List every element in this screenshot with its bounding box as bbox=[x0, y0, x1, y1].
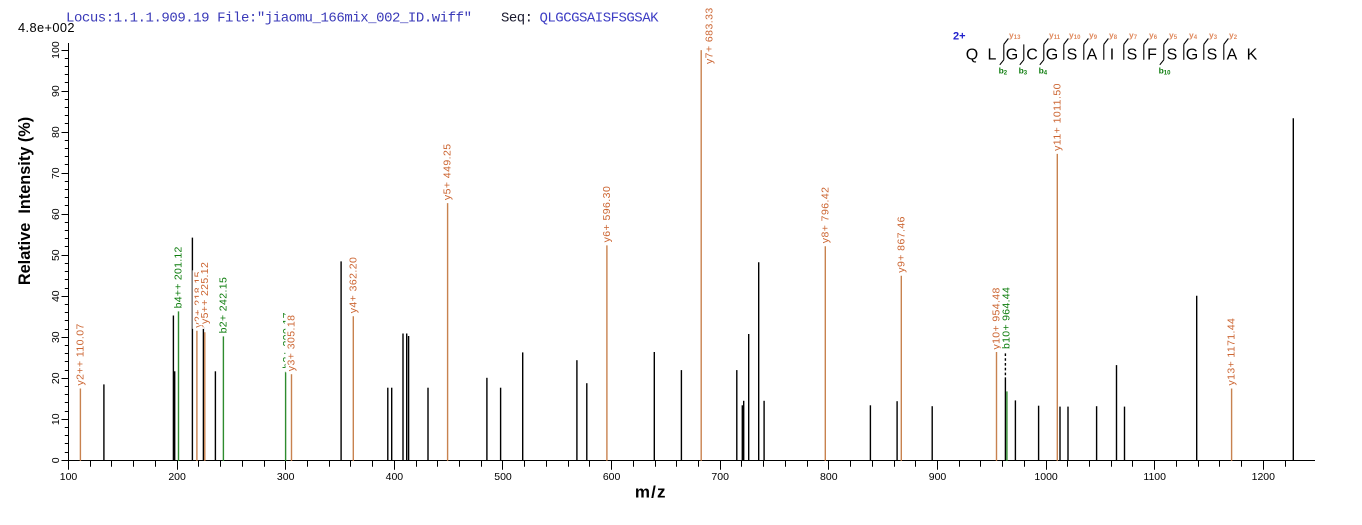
svg-text:A: A bbox=[1227, 47, 1238, 64]
svg-text:y9: y9 bbox=[1089, 30, 1098, 41]
svg-text:y11: y11 bbox=[1049, 30, 1061, 41]
svg-text:y6: y6 bbox=[1149, 30, 1158, 41]
svg-text:y5+ 449.25: y5+ 449.25 bbox=[442, 144, 454, 200]
svg-text:60: 60 bbox=[50, 208, 62, 220]
svg-text:4.8e+002: 4.8e+002 bbox=[18, 20, 75, 35]
svg-text:y11+ 1011.50: y11+ 1011.50 bbox=[1051, 83, 1063, 151]
svg-text:G: G bbox=[1046, 47, 1058, 64]
svg-text:40: 40 bbox=[50, 290, 62, 302]
svg-text:y9+ 867.46: y9+ 867.46 bbox=[895, 216, 907, 272]
svg-text:S: S bbox=[1207, 47, 1218, 64]
svg-text:100: 100 bbox=[60, 471, 78, 483]
svg-text:C: C bbox=[1026, 47, 1038, 64]
svg-text:G: G bbox=[1006, 47, 1018, 64]
svg-text:70: 70 bbox=[50, 167, 62, 179]
svg-text:b10: b10 bbox=[1159, 65, 1172, 76]
svg-text:K: K bbox=[1247, 47, 1258, 64]
svg-text:b3: b3 bbox=[1019, 65, 1028, 76]
svg-text:900: 900 bbox=[929, 471, 947, 483]
svg-text:0: 0 bbox=[50, 457, 62, 463]
svg-text:500: 500 bbox=[494, 471, 512, 483]
svg-text:Seq:: Seq: bbox=[501, 11, 533, 27]
svg-text:y3: y3 bbox=[1209, 30, 1218, 41]
svg-text:y8: y8 bbox=[1109, 30, 1118, 41]
svg-text:b4: b4 bbox=[1039, 65, 1048, 76]
svg-text:2+: 2+ bbox=[953, 31, 966, 43]
svg-text:700: 700 bbox=[711, 471, 729, 483]
svg-text:y13+ 1171.44: y13+ 1171.44 bbox=[1226, 318, 1238, 386]
svg-text:20: 20 bbox=[50, 372, 62, 384]
svg-text:600: 600 bbox=[603, 471, 621, 483]
svg-text:y3+ 305.18: y3+ 305.18 bbox=[286, 315, 298, 371]
svg-text:b2+ 242.15: b2+ 242.15 bbox=[217, 277, 229, 333]
svg-text:S: S bbox=[1167, 47, 1178, 64]
svg-text:QLGCGSAISFSGSAK: QLGCGSAISFSGSAK bbox=[540, 11, 660, 27]
svg-text:F: F bbox=[1147, 47, 1157, 64]
svg-text:y5: y5 bbox=[1169, 30, 1178, 41]
svg-text:S: S bbox=[1127, 47, 1138, 64]
svg-text:b4++ 201.12: b4++ 201.12 bbox=[173, 246, 185, 308]
svg-text:A: A bbox=[1087, 47, 1098, 64]
svg-text:800: 800 bbox=[820, 471, 838, 483]
svg-text:b2: b2 bbox=[999, 65, 1008, 76]
svg-text:10: 10 bbox=[50, 413, 62, 425]
svg-text:Q: Q bbox=[966, 47, 978, 64]
svg-text:S: S bbox=[1067, 47, 1078, 64]
svg-text:y13: y13 bbox=[1009, 30, 1021, 41]
svg-text:m/z: m/z bbox=[635, 483, 667, 502]
svg-text:y6+ 596.30: y6+ 596.30 bbox=[601, 186, 613, 242]
svg-text:y2: y2 bbox=[1229, 30, 1238, 41]
svg-text:y2++ 110.07: y2++ 110.07 bbox=[74, 324, 86, 386]
svg-text:50: 50 bbox=[50, 249, 62, 261]
svg-text:y10+ 954.48: y10+ 954.48 bbox=[991, 288, 1003, 350]
svg-text:Relative Intensity (%): Relative Intensity (%) bbox=[16, 117, 34, 285]
svg-text:I: I bbox=[1110, 47, 1114, 64]
svg-text:1100: 1100 bbox=[1143, 471, 1166, 483]
svg-text:300: 300 bbox=[277, 471, 295, 483]
svg-text:30: 30 bbox=[50, 331, 62, 343]
svg-text:y4+ 362.20: y4+ 362.20 bbox=[347, 257, 359, 313]
svg-text:100: 100 bbox=[50, 41, 62, 59]
svg-text:200: 200 bbox=[168, 471, 186, 483]
svg-text:1000: 1000 bbox=[1034, 471, 1058, 483]
svg-text:Locus:1.1.1.909.19 File:"jiaom: Locus:1.1.1.909.19 File:"jiaomu_166mix_0… bbox=[66, 11, 472, 27]
svg-text:y7+ 683.33: y7+ 683.33 bbox=[704, 8, 716, 64]
svg-text:G: G bbox=[1186, 47, 1198, 64]
svg-text:90: 90 bbox=[50, 85, 62, 97]
svg-text:y7: y7 bbox=[1129, 30, 1138, 41]
svg-text:b10+ 964.44: b10+ 964.44 bbox=[1001, 287, 1013, 349]
svg-text:80: 80 bbox=[50, 126, 62, 138]
svg-text:y8+ 796.42: y8+ 796.42 bbox=[819, 187, 831, 243]
svg-text:L: L bbox=[988, 47, 997, 64]
svg-text:y10: y10 bbox=[1069, 30, 1081, 41]
svg-text:1200: 1200 bbox=[1252, 471, 1276, 483]
svg-text:y5++ 225.12: y5++ 225.12 bbox=[199, 262, 211, 324]
svg-text:400: 400 bbox=[386, 471, 404, 483]
svg-text:y4: y4 bbox=[1189, 30, 1198, 41]
